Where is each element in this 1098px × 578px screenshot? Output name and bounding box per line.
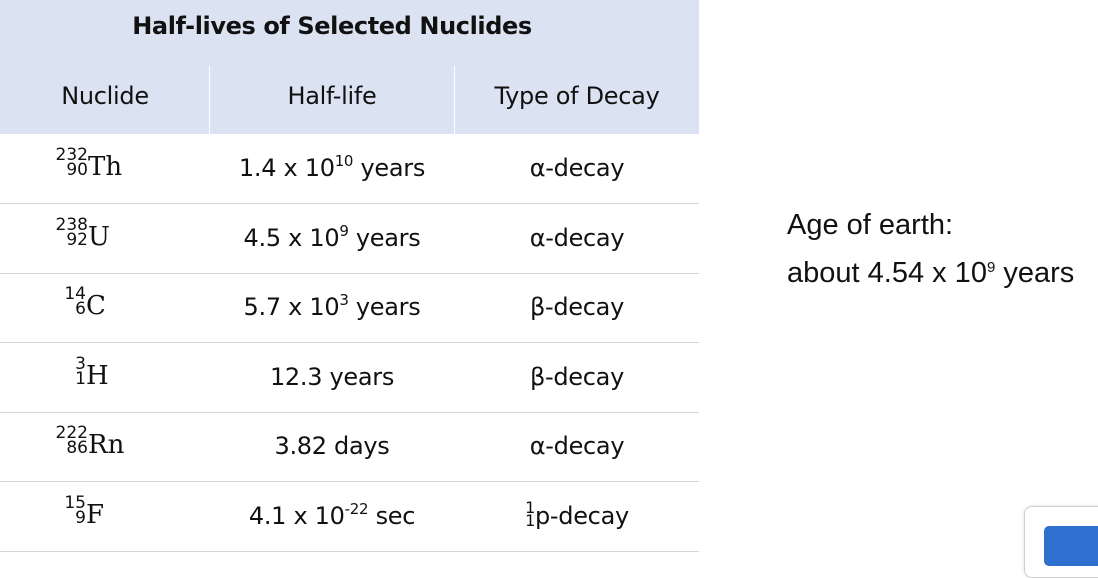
atomic-number: 6 — [75, 299, 86, 319]
table-row: 238 92 U 4.5 x 109 years α-decay — [0, 204, 699, 273]
earth-age-base: about 4.54 x 10 — [787, 257, 987, 289]
table-row: 3 1 H 12.3 years β-decay — [0, 343, 699, 412]
particle-mass-number: 1 — [525, 498, 535, 517]
earth-age-unit: years — [995, 257, 1075, 289]
half-life-unit: years — [353, 154, 426, 182]
element-symbol: U — [88, 222, 110, 252]
decay-type: β-decay — [530, 293, 624, 321]
decay-type-cell: β-decay — [455, 343, 699, 412]
row-divider — [0, 273, 699, 274]
decay-type-cell: α-decay — [455, 134, 699, 203]
mass-number: 15 — [64, 493, 86, 513]
half-life-unit: sec — [368, 502, 416, 530]
half-life-unit: years — [348, 224, 421, 252]
decay-type-cell: α-decay — [455, 204, 699, 273]
half-life-cell: 5.7 x 103 years — [210, 273, 454, 342]
atomic-number: 86 — [66, 438, 88, 458]
earth-age-value: about 4.54 x 109 years — [787, 257, 1074, 290]
row-divider — [0, 203, 699, 204]
nuclide-numbers: 238 92 — [55, 215, 88, 250]
row-divider — [0, 481, 699, 482]
element-symbol: F — [86, 500, 105, 530]
table-row: 232 90 Th 1.4 x 1010 years α-decay — [0, 134, 699, 203]
decay-type: α-decay — [529, 432, 625, 460]
particle-atomic-number: 1 — [525, 511, 535, 530]
element-symbol: H — [86, 361, 109, 391]
mass-number: 238 — [55, 215, 88, 235]
half-life-base: 4.5 x 10 — [243, 224, 340, 252]
header-divider — [454, 66, 455, 134]
half-life-base: 12.3 years — [269, 363, 395, 391]
decay-type: p-decay — [534, 502, 629, 530]
header-half-life: Half-life — [287, 82, 377, 110]
half-life-cell: 3.82 days — [210, 412, 454, 481]
mass-number: 14 — [64, 284, 86, 304]
table-header-band — [0, 0, 699, 134]
atomic-number: 9 — [75, 508, 86, 528]
atomic-number: 90 — [66, 160, 88, 180]
decay-type: α-decay — [529, 154, 625, 182]
app-icon[interactable] — [1044, 526, 1098, 566]
decay-type: α-decay — [529, 224, 625, 252]
mass-number: 3 — [75, 354, 86, 374]
element-symbol: Rn — [88, 430, 125, 460]
mass-number: 232 — [55, 145, 88, 165]
nuclide-numbers: 14 6 — [64, 284, 86, 319]
half-lives-table: Half-lives of Selected Nuclides Nuclide … — [0, 0, 699, 552]
nuclide-numbers: 222 86 — [55, 423, 88, 458]
half-life-exponent: 9 — [339, 222, 349, 240]
mass-number: 222 — [55, 423, 88, 443]
decay-type-cell: 1 1 p-decay — [455, 482, 699, 551]
decay-type: β-decay — [530, 363, 624, 391]
row-divider — [0, 342, 699, 343]
earth-age-exponent: 9 — [986, 259, 996, 276]
half-life-exponent: 3 — [339, 291, 349, 309]
decay-type-cell: α-decay — [455, 412, 699, 481]
half-life-cell: 4.1 x 10-22 sec — [210, 482, 454, 551]
half-life-base: 1.4 x 10 — [238, 154, 335, 182]
header-nuclide: Nuclide — [61, 82, 149, 110]
header-divider — [209, 66, 210, 134]
nuclide-numbers: 232 90 — [55, 145, 88, 180]
row-divider — [0, 412, 699, 413]
element-symbol: C — [86, 291, 106, 321]
table-row: 15 9 F 4.1 x 10-22 sec 1 1 p-decay — [0, 482, 699, 551]
earth-age-label: Age of earth: — [787, 209, 954, 241]
row-divider — [0, 551, 699, 552]
half-life-exponent: -22 — [344, 500, 369, 518]
table-row: 222 86 Rn 3.82 days α-decay — [0, 412, 699, 481]
half-life-cell: 1.4 x 1010 years — [210, 134, 454, 203]
half-life-cell: 12.3 years — [210, 343, 454, 412]
half-life-cell: 4.5 x 109 years — [210, 204, 454, 273]
table-row: 14 6 C 5.7 x 103 years β-decay — [0, 273, 699, 342]
half-life-base: 3.82 days — [274, 432, 390, 460]
half-life-unit: years — [348, 293, 421, 321]
table-title: Half-lives of Selected Nuclides — [132, 12, 532, 40]
atomic-number: 1 — [75, 369, 86, 389]
atomic-number: 92 — [66, 230, 88, 250]
half-life-exponent: 10 — [334, 152, 354, 170]
header-decay-type: Type of Decay — [494, 82, 660, 110]
half-life-base: 5.7 x 10 — [243, 293, 340, 321]
decay-type-cell: β-decay — [455, 273, 699, 342]
half-life-base: 4.1 x 10 — [248, 502, 345, 530]
nuclide-numbers: 15 9 — [64, 493, 86, 528]
element-symbol: Th — [88, 152, 123, 182]
